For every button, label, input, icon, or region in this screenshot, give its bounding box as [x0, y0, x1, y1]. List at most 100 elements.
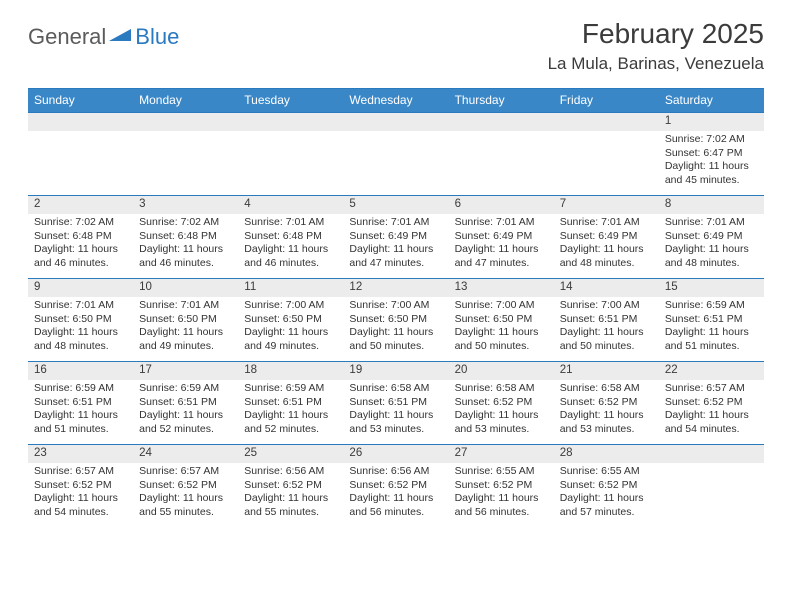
day-number: 22 [659, 362, 764, 380]
daylight-line: Daylight: 11 hours and 47 minutes. [349, 243, 442, 270]
sunset-line: Sunset: 6:50 PM [244, 313, 337, 327]
week-row: 16Sunrise: 6:59 AMSunset: 6:51 PMDayligh… [28, 361, 764, 444]
sunrise-line: Sunrise: 6:59 AM [34, 382, 127, 396]
day-number [28, 113, 133, 131]
daylight-line: Daylight: 11 hours and 50 minutes. [349, 326, 442, 353]
daylight-line: Daylight: 11 hours and 57 minutes. [560, 492, 653, 519]
day-number: 14 [554, 279, 659, 297]
weekday-label: Wednesday [343, 89, 448, 112]
day-number [554, 113, 659, 131]
day-cell: 8Sunrise: 7:01 AMSunset: 6:49 PMDaylight… [659, 196, 764, 278]
daylight-line: Daylight: 11 hours and 46 minutes. [34, 243, 127, 270]
day-number: 13 [449, 279, 554, 297]
sunset-line: Sunset: 6:47 PM [665, 147, 758, 161]
sunset-line: Sunset: 6:51 PM [665, 313, 758, 327]
logo: General Blue [28, 24, 179, 50]
sunset-line: Sunset: 6:52 PM [455, 396, 548, 410]
day-cell: 2Sunrise: 7:02 AMSunset: 6:48 PMDaylight… [28, 196, 133, 278]
day-cell: 1Sunrise: 7:02 AMSunset: 6:47 PMDaylight… [659, 113, 764, 195]
sunrise-line: Sunrise: 6:59 AM [244, 382, 337, 396]
daylight-line: Daylight: 11 hours and 53 minutes. [455, 409, 548, 436]
header: General Blue February 2025 La Mula, Bari… [0, 0, 792, 80]
daylight-line: Daylight: 11 hours and 56 minutes. [455, 492, 548, 519]
day-cell: 24Sunrise: 6:57 AMSunset: 6:52 PMDayligh… [133, 445, 238, 527]
day-cell: 20Sunrise: 6:58 AMSunset: 6:52 PMDayligh… [449, 362, 554, 444]
daylight-line: Daylight: 11 hours and 48 minutes. [34, 326, 127, 353]
day-cell: 5Sunrise: 7:01 AMSunset: 6:49 PMDaylight… [343, 196, 448, 278]
daylight-line: Daylight: 11 hours and 48 minutes. [560, 243, 653, 270]
sunset-line: Sunset: 6:52 PM [665, 396, 758, 410]
sunrise-line: Sunrise: 7:02 AM [139, 216, 232, 230]
sunrise-line: Sunrise: 6:59 AM [665, 299, 758, 313]
daylight-line: Daylight: 11 hours and 49 minutes. [139, 326, 232, 353]
sunset-line: Sunset: 6:48 PM [244, 230, 337, 244]
day-cell: 23Sunrise: 6:57 AMSunset: 6:52 PMDayligh… [28, 445, 133, 527]
daylight-line: Daylight: 11 hours and 54 minutes. [665, 409, 758, 436]
weekday-label: Tuesday [238, 89, 343, 112]
day-number: 21 [554, 362, 659, 380]
daylight-line: Daylight: 11 hours and 46 minutes. [244, 243, 337, 270]
day-number: 18 [238, 362, 343, 380]
sunrise-line: Sunrise: 6:58 AM [349, 382, 442, 396]
sunrise-line: Sunrise: 6:57 AM [139, 465, 232, 479]
day-cell: 22Sunrise: 6:57 AMSunset: 6:52 PMDayligh… [659, 362, 764, 444]
sunrise-line: Sunrise: 6:58 AM [455, 382, 548, 396]
week-row: 1Sunrise: 7:02 AMSunset: 6:47 PMDaylight… [28, 112, 764, 195]
weekday-label: Sunday [28, 89, 133, 112]
daylight-line: Daylight: 11 hours and 51 minutes. [34, 409, 127, 436]
day-cell: 7Sunrise: 7:01 AMSunset: 6:49 PMDaylight… [554, 196, 659, 278]
daylight-line: Daylight: 11 hours and 51 minutes. [665, 326, 758, 353]
sunset-line: Sunset: 6:52 PM [560, 396, 653, 410]
daylight-line: Daylight: 11 hours and 56 minutes. [349, 492, 442, 519]
sunrise-line: Sunrise: 6:57 AM [34, 465, 127, 479]
day-number [343, 113, 448, 131]
sunset-line: Sunset: 6:51 PM [34, 396, 127, 410]
sunrise-line: Sunrise: 6:56 AM [349, 465, 442, 479]
daylight-line: Daylight: 11 hours and 47 minutes. [455, 243, 548, 270]
sunset-line: Sunset: 6:50 PM [349, 313, 442, 327]
day-number: 8 [659, 196, 764, 214]
day-cell: 10Sunrise: 7:01 AMSunset: 6:50 PMDayligh… [133, 279, 238, 361]
sunset-line: Sunset: 6:52 PM [244, 479, 337, 493]
sunrise-line: Sunrise: 6:55 AM [560, 465, 653, 479]
sunset-line: Sunset: 6:51 PM [560, 313, 653, 327]
day-cell: 19Sunrise: 6:58 AMSunset: 6:51 PMDayligh… [343, 362, 448, 444]
day-cell: 9Sunrise: 7:01 AMSunset: 6:50 PMDaylight… [28, 279, 133, 361]
daylight-line: Daylight: 11 hours and 46 minutes. [139, 243, 232, 270]
day-cell [449, 113, 554, 195]
sunrise-line: Sunrise: 7:01 AM [665, 216, 758, 230]
weekday-label: Monday [133, 89, 238, 112]
day-cell [238, 113, 343, 195]
day-number: 6 [449, 196, 554, 214]
day-number: 12 [343, 279, 448, 297]
sunrise-line: Sunrise: 6:58 AM [560, 382, 653, 396]
heading: February 2025 La Mula, Barinas, Venezuel… [548, 18, 764, 74]
sunrise-line: Sunrise: 7:02 AM [665, 133, 758, 147]
logo-part-2: Blue [135, 24, 179, 50]
day-cell: 14Sunrise: 7:00 AMSunset: 6:51 PMDayligh… [554, 279, 659, 361]
sunset-line: Sunset: 6:48 PM [34, 230, 127, 244]
sunset-line: Sunset: 6:49 PM [349, 230, 442, 244]
day-cell: 25Sunrise: 6:56 AMSunset: 6:52 PMDayligh… [238, 445, 343, 527]
day-number: 5 [343, 196, 448, 214]
sunset-line: Sunset: 6:52 PM [560, 479, 653, 493]
week-row: 2Sunrise: 7:02 AMSunset: 6:48 PMDaylight… [28, 195, 764, 278]
day-cell: 13Sunrise: 7:00 AMSunset: 6:50 PMDayligh… [449, 279, 554, 361]
daylight-line: Daylight: 11 hours and 53 minutes. [560, 409, 653, 436]
sunrise-line: Sunrise: 7:02 AM [34, 216, 127, 230]
day-number [238, 113, 343, 131]
sunrise-line: Sunrise: 7:01 AM [560, 216, 653, 230]
sunset-line: Sunset: 6:51 PM [244, 396, 337, 410]
day-cell [133, 113, 238, 195]
day-number: 26 [343, 445, 448, 463]
sunrise-line: Sunrise: 7:00 AM [560, 299, 653, 313]
weekday-label: Thursday [449, 89, 554, 112]
day-cell: 12Sunrise: 7:00 AMSunset: 6:50 PMDayligh… [343, 279, 448, 361]
weeks-container: 1Sunrise: 7:02 AMSunset: 6:47 PMDaylight… [28, 112, 764, 527]
day-number: 11 [238, 279, 343, 297]
month-title: February 2025 [548, 18, 764, 50]
week-row: 23Sunrise: 6:57 AMSunset: 6:52 PMDayligh… [28, 444, 764, 527]
sunrise-line: Sunrise: 6:59 AM [139, 382, 232, 396]
day-cell: 4Sunrise: 7:01 AMSunset: 6:48 PMDaylight… [238, 196, 343, 278]
calendar: SundayMondayTuesdayWednesdayThursdayFrid… [28, 88, 764, 527]
